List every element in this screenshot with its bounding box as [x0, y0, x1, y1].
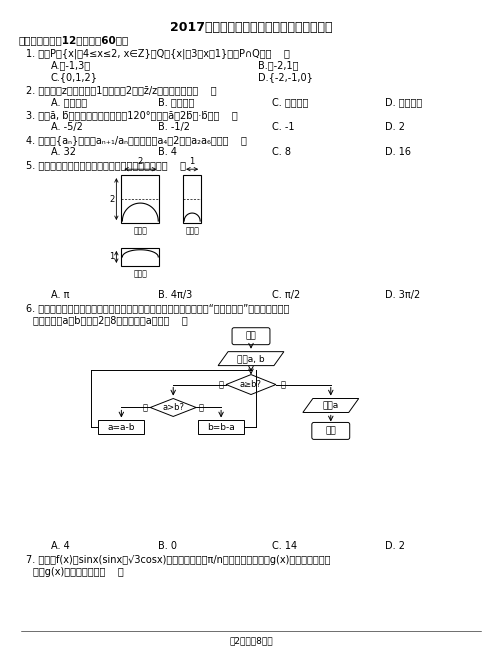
Text: B. 4: B. 4: [158, 147, 177, 157]
Text: 否: 否: [280, 380, 285, 389]
Text: 2: 2: [109, 195, 114, 204]
Text: 图，若输入a，b分别为2，8，则输出的a等于（    ）: 图，若输入a，b分别为2，8，则输出的a等于（ ）: [33, 315, 187, 324]
Text: 是: 是: [218, 380, 223, 389]
Text: 4. 在数列{aₙ}中，若aₙ₊₁/aₙ为定値，且a₄＝2，则a₂a₆等于（    ）: 4. 在数列{aₙ}中，若aₙ₊₁/aₙ为定値，且a₄＝2，则a₂a₆等于（ ）: [26, 135, 246, 145]
Text: 第2页（共8页）: 第2页（共8页）: [229, 637, 272, 646]
Polygon shape: [150, 398, 196, 417]
Text: C. 第三象限: C. 第三象限: [272, 97, 308, 107]
Text: 否: 否: [198, 403, 203, 412]
Text: C. -1: C. -1: [272, 122, 294, 132]
Text: a>b?: a>b?: [162, 403, 184, 412]
Text: B. -1/2: B. -1/2: [158, 122, 190, 132]
FancyBboxPatch shape: [98, 421, 144, 434]
Text: 1. 已知P＝{x|－4≤x≤2, x∈Z}，Q＝{x|－3＜x＜1}，则P∩Q＝（    ）: 1. 已知P＝{x|－4≤x≤2, x∈Z}，Q＝{x|－3＜x＜1}，则P∩Q…: [26, 49, 289, 59]
FancyBboxPatch shape: [311, 422, 349, 439]
Text: C. 8: C. 8: [272, 147, 291, 157]
Text: D. 2: D. 2: [384, 541, 404, 551]
Text: 开始: 开始: [245, 332, 256, 341]
Polygon shape: [302, 398, 358, 413]
Text: A. π: A. π: [51, 290, 69, 300]
Text: 2. 已知复数z的实部为－1，虚部为2，则z̄/z对应的点位于（    ）: 2. 已知复数z的实部为－1，虚部为2，则z̄/z对应的点位于（ ）: [26, 86, 216, 95]
Text: a=a-b: a=a-b: [107, 423, 135, 432]
Text: b=b-a: b=b-a: [207, 423, 234, 432]
Text: B. 第一象限: B. 第一象限: [158, 97, 194, 107]
Text: B. 0: B. 0: [158, 541, 177, 551]
Text: 3. 已知ā, b̄为单位向量，其夹角为120°，则（ā－2b̄）·b̄＝（    ）: 3. 已知ā, b̄为单位向量，其夹角为120°，则（ā－2b̄）·b̄＝（ ）: [26, 110, 237, 120]
Text: 1: 1: [189, 157, 194, 166]
Text: A. 32: A. 32: [51, 147, 76, 157]
Text: 2017年吉林省白山市高三文科二模数学试卷: 2017年吉林省白山市高三文科二模数学试卷: [169, 21, 332, 34]
Text: 俧视图: 俧视图: [133, 269, 147, 278]
Text: 侧视图: 侧视图: [185, 226, 199, 235]
Text: D. 16: D. 16: [384, 147, 410, 157]
Text: 7. 若函数f(x)＝sinx(sinx－√3cosx)的图像向左平移π/n个单位，得到函数g(x)的图像，则下列: 7. 若函数f(x)＝sinx(sinx－√3cosx)的图像向左平移π/n个单…: [26, 555, 330, 565]
Text: C. π/2: C. π/2: [272, 290, 300, 300]
Text: A.（-1,3）: A.（-1,3）: [51, 60, 91, 71]
Text: 输入a, b: 输入a, b: [236, 354, 265, 363]
Text: 1: 1: [109, 252, 114, 262]
Polygon shape: [217, 352, 284, 365]
Text: 5. 如图是某几何体的三视图，则该几何体的体积为（    ）: 5. 如图是某几何体的三视图，则该几何体的体积为（ ）: [26, 160, 185, 170]
Text: 结束: 结束: [325, 426, 336, 435]
FancyBboxPatch shape: [198, 421, 243, 434]
Text: 2: 2: [137, 157, 143, 166]
Text: A. -5/2: A. -5/2: [51, 122, 82, 132]
Text: 是: 是: [142, 403, 147, 412]
Text: D. 2: D. 2: [384, 122, 404, 132]
Text: 主视图: 主视图: [133, 226, 147, 235]
Text: B. 4π/3: B. 4π/3: [158, 290, 192, 300]
Text: D.{-2,-1,0}: D.{-2,-1,0}: [258, 73, 312, 82]
Text: D. 3π/2: D. 3π/2: [384, 290, 419, 300]
Polygon shape: [225, 374, 276, 395]
Text: C. 14: C. 14: [272, 541, 297, 551]
Text: a≥b?: a≥b?: [239, 380, 262, 389]
FancyBboxPatch shape: [231, 328, 270, 345]
Text: A. 第四象限: A. 第四象限: [51, 97, 87, 107]
Text: 关于g(x)叙述正确的是（    ）: 关于g(x)叙述正确的是（ ）: [33, 567, 123, 577]
Text: C.{0,1,2}: C.{0,1,2}: [51, 73, 97, 82]
Text: A. 4: A. 4: [51, 541, 69, 551]
Text: B.（-2,1）: B.（-2,1）: [258, 60, 298, 71]
Text: 6. 如图程序框图的算法思路源于我国古代数学名著《九章算术》中的“更相减损术”，执行该程序框: 6. 如图程序框图的算法思路源于我国古代数学名著《九章算术》中的“更相减损术”，…: [26, 303, 289, 313]
Text: 输出a: 输出a: [322, 401, 338, 410]
Text: D. 第二象限: D. 第二象限: [384, 97, 421, 107]
Text: 一、选择题（全12小题；全60分）: 一、选择题（全12小题；全60分）: [19, 36, 129, 45]
